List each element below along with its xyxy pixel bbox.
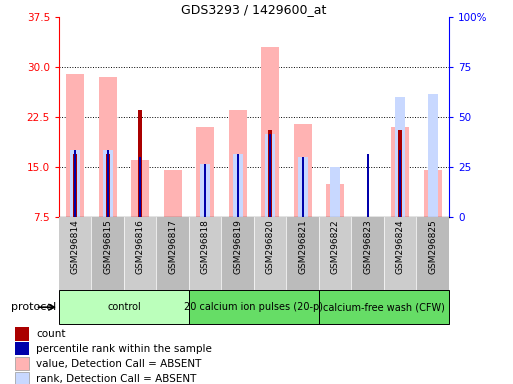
Bar [189,290,319,324]
Bar [254,217,286,290]
Bar [66,74,84,217]
Bar [59,217,91,290]
Bar [15,372,29,384]
Bar [298,157,307,217]
Bar [330,167,340,217]
Bar [164,170,182,217]
Bar [138,111,142,217]
Bar [302,157,304,217]
Text: rank, Detection Call = ABSENT: rank, Detection Call = ABSENT [36,374,197,384]
Bar [196,127,214,217]
Text: protocol: protocol [11,302,56,312]
Text: GSM296823: GSM296823 [363,219,372,274]
Bar [99,77,116,217]
Bar [15,343,29,356]
Text: GSM296825: GSM296825 [428,219,437,274]
Bar [59,290,189,324]
Bar [261,47,279,217]
Bar [294,124,311,217]
Text: GSM296816: GSM296816 [136,219,145,274]
Text: GSM296814: GSM296814 [71,219,80,274]
Text: GSM296822: GSM296822 [331,219,340,274]
Bar [103,151,113,217]
Text: GSM296824: GSM296824 [396,219,405,274]
Bar [233,154,243,217]
Text: value, Detection Call = ABSENT: value, Detection Call = ABSENT [36,359,202,369]
Bar [268,131,272,217]
Text: count: count [36,329,66,339]
Bar [124,217,156,290]
Bar [265,134,275,217]
Bar [91,217,124,290]
Text: percentile rank within the sample: percentile rank within the sample [36,344,212,354]
Text: GSM296818: GSM296818 [201,219,210,274]
Text: GSM296817: GSM296817 [168,219,177,274]
Bar [424,170,442,217]
Bar [395,97,405,217]
Bar [15,328,29,341]
Bar [107,151,109,217]
Bar [229,111,247,217]
Bar [319,290,449,324]
Bar [222,217,254,290]
Text: calcium-free wash (CFW): calcium-free wash (CFW) [323,302,445,312]
Bar [200,164,210,217]
Bar [417,217,449,290]
Bar [286,217,319,290]
Bar [70,151,80,217]
Bar [269,134,271,217]
Title: GDS3293 / 1429600_at: GDS3293 / 1429600_at [181,3,327,16]
Text: 20 calcium ion pulses (20-p): 20 calcium ion pulses (20-p) [185,302,323,312]
Bar [399,151,401,217]
Text: GSM296819: GSM296819 [233,219,242,274]
Text: GSM296821: GSM296821 [298,219,307,274]
Bar [326,184,344,217]
Bar [398,131,402,217]
Text: GSM296820: GSM296820 [266,219,274,274]
Bar [384,217,417,290]
Bar [391,127,409,217]
Bar [351,217,384,290]
Bar [106,154,110,217]
Bar [366,154,369,217]
Bar [204,164,206,217]
Bar [15,357,29,370]
Bar [319,217,351,290]
Bar [189,217,222,290]
Bar [74,151,76,217]
Bar [236,154,239,217]
Text: GSM296815: GSM296815 [103,219,112,274]
Bar [73,154,77,217]
Bar [139,157,142,217]
Bar [131,161,149,217]
Text: control: control [107,302,141,312]
Bar [156,217,189,290]
Bar [428,94,438,217]
